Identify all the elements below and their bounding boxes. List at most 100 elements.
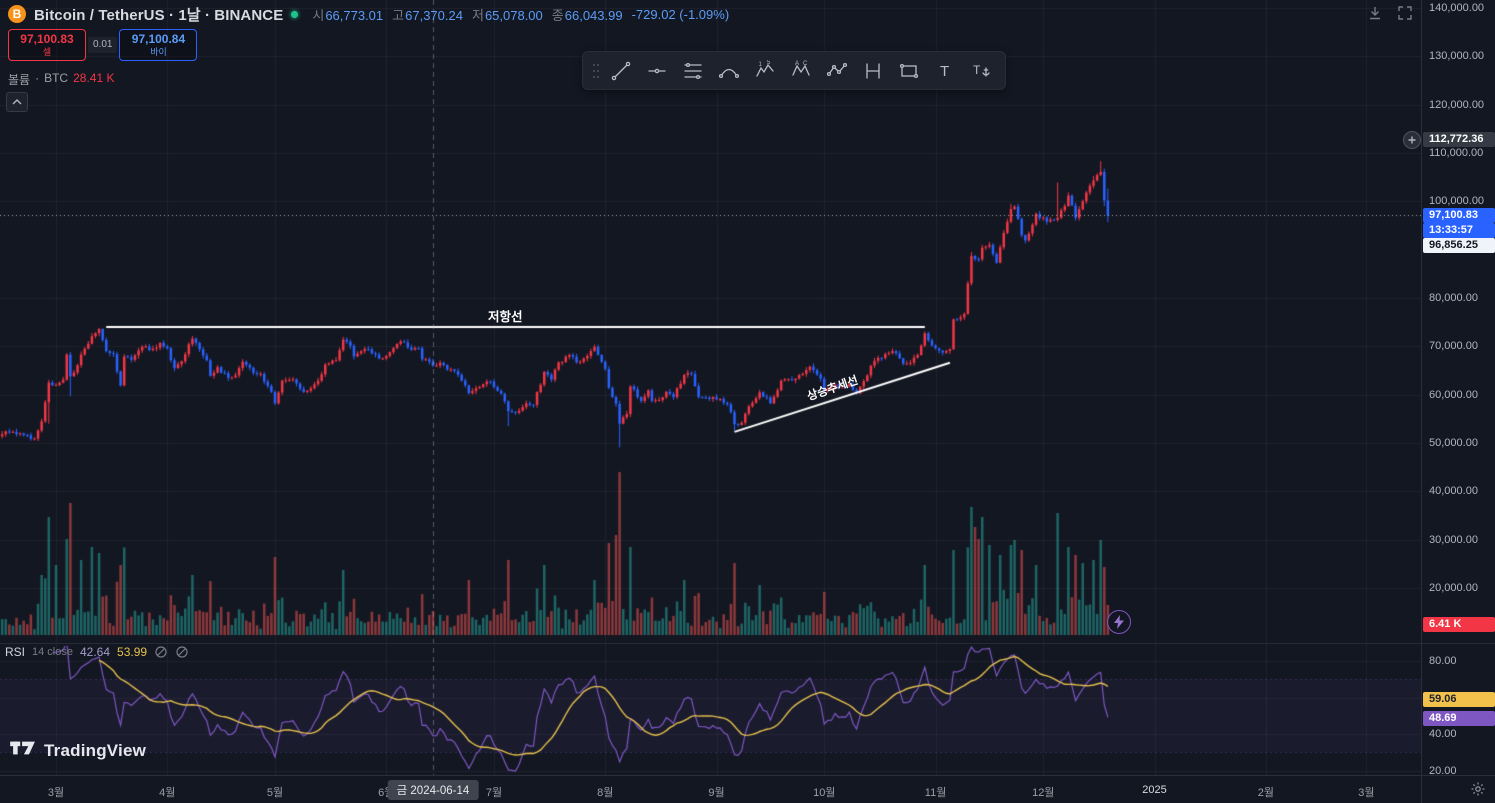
rsi-badge: 48.69 bbox=[1423, 710, 1495, 726]
close-value: 66,043.99 bbox=[564, 7, 623, 23]
rsi-value: 42.64 bbox=[80, 645, 111, 659]
buy-button[interactable]: 97,100.84 바이 bbox=[119, 29, 198, 61]
time-axis-label: 7월 bbox=[485, 787, 503, 799]
svg-text:5: 5 bbox=[767, 60, 771, 66]
price-axis-label: 40,000.00 bbox=[1429, 485, 1478, 498]
change-value: -729.02 (-1.09%) bbox=[631, 6, 730, 22]
price-axis-label: 20,000.00 bbox=[1429, 582, 1478, 594]
axis-corner bbox=[1421, 775, 1495, 803]
rsi-hide-icon[interactable] bbox=[154, 645, 168, 659]
price-axis-label: 140,000.00 bbox=[1429, 2, 1485, 14]
crosshair-date-badge: 금 2024-06-14 bbox=[387, 780, 479, 800]
rsi-axis-label: 40.00 bbox=[1429, 728, 1457, 740]
maximize-icon[interactable] bbox=[1394, 2, 1416, 24]
volume-title: 볼륨 bbox=[8, 73, 31, 87]
sell-label: 셀 bbox=[42, 46, 52, 57]
close-label: 종 bbox=[551, 7, 564, 23]
chart-header: B Bitcoin / TetherUS · 1날 · BINANCE 시66,… bbox=[8, 4, 729, 24]
pane-separator[interactable] bbox=[0, 643, 1495, 644]
countdown-badge: 13:33:57 bbox=[1423, 222, 1495, 238]
volume-value: 28.41 K bbox=[73, 71, 115, 85]
zigzag-icon[interactable] bbox=[819, 56, 855, 86]
price-axis[interactable]: 140,000.00 130,000.00 120,000.00 110,000.00… bbox=[1403, 0, 1495, 777]
price-axis-label: 30,000.00 bbox=[1429, 533, 1478, 546]
svg-text:T: T bbox=[940, 63, 949, 80]
time-axis-label: 10월 bbox=[813, 787, 836, 799]
rsi-params: 14 close bbox=[32, 646, 73, 658]
rsi-ma-value: 53.99 bbox=[117, 645, 148, 659]
time-axis-label: 12월 bbox=[1032, 787, 1055, 799]
high-label: 고 bbox=[392, 7, 405, 23]
text-icon[interactable]: T bbox=[927, 56, 963, 86]
low-label: 저 bbox=[471, 7, 484, 23]
date-range-icon[interactable] bbox=[855, 56, 891, 86]
time-axis-label: 11월 bbox=[924, 787, 947, 799]
time-axis-label: 3월 bbox=[47, 787, 65, 799]
time-axis-label: 4월 bbox=[159, 787, 176, 799]
rsi-axis-label: 20.00 bbox=[1429, 764, 1457, 777]
collapse-legend-button[interactable] bbox=[6, 92, 28, 112]
rsi-title[interactable]: RSI bbox=[5, 645, 26, 659]
toolbar-drag-handle[interactable] bbox=[589, 59, 603, 83]
price-axis-label: 60,000.00 bbox=[1429, 388, 1478, 401]
chart-canvas[interactable] bbox=[0, 0, 1421, 775]
crosshair-price-badge: 96,856.25 bbox=[1423, 237, 1495, 253]
rsi-ma-badge: 59.06 bbox=[1423, 691, 1495, 707]
volume-symbol: BTC bbox=[44, 71, 69, 85]
low-value: 65,078.00 bbox=[484, 7, 543, 23]
time-axis-label: 9월 bbox=[708, 787, 725, 799]
symbol-title[interactable]: Bitcoin / TetherUS · 1날 · BINANCE bbox=[34, 6, 284, 24]
download-icon[interactable] bbox=[1364, 2, 1386, 24]
rsi-settings-icon[interactable] bbox=[175, 645, 189, 659]
svg-text:A: A bbox=[795, 60, 799, 66]
market-open-dot-icon bbox=[291, 10, 299, 18]
price-axis-label: 50,000.00 bbox=[1429, 437, 1478, 449]
time-axis-label: 2월 bbox=[1257, 787, 1274, 799]
add-alert-plus-icon[interactable] bbox=[1403, 131, 1421, 150]
resistance-line-label[interactable]: 저항선 bbox=[488, 310, 523, 324]
gear-icon[interactable] bbox=[1470, 781, 1488, 799]
tradingview-logo-text: TradingView bbox=[44, 740, 147, 760]
price-axis-label: 110,000.00 bbox=[1429, 147, 1484, 159]
svg-text:1: 1 bbox=[759, 62, 763, 68]
sell-button[interactable]: 97,100.83 셀 bbox=[8, 29, 86, 61]
price-axis-label: 130,000.00 bbox=[1429, 50, 1485, 63]
horizontal-line-icon[interactable] bbox=[639, 56, 675, 86]
price-axis-label: 70,000.00 bbox=[1429, 340, 1478, 353]
rsi-legend: RSI 14 close 42.64 53.99 bbox=[5, 645, 189, 659]
tradingview-logo[interactable]: TradingView bbox=[10, 737, 146, 764]
time-axis[interactable]: 금 2024-06-14 3월 4월 5월 6월 7월 8월 9월 10월 11월 12월 2025… bbox=[0, 775, 1421, 803]
current-price-badge: 97,100.83 bbox=[1423, 207, 1495, 223]
anchored-text-icon[interactable]: T bbox=[963, 56, 999, 86]
high-value: 67,370.24 bbox=[405, 7, 463, 23]
ohlc-values: 시66,773.01 고67,370.24 저65,078.00 종66,043… bbox=[312, 5, 729, 24]
tradingview-mark-icon bbox=[10, 737, 36, 764]
fib-retracement-icon[interactable] bbox=[675, 56, 711, 86]
alert-price-badge: 112,772.36 bbox=[1423, 132, 1495, 148]
curve-icon[interactable] bbox=[711, 56, 747, 86]
quick-trade-lightning-icon[interactable] bbox=[1107, 610, 1131, 634]
volume-dot: · bbox=[35, 71, 40, 85]
time-axis-label: 8월 bbox=[597, 787, 614, 799]
drag-dots-icon bbox=[593, 63, 599, 78]
trend-line-icon[interactable] bbox=[603, 56, 639, 86]
open-value: 66,773.01 bbox=[325, 7, 384, 23]
sell-price: 97,100.83 bbox=[20, 31, 74, 46]
open-label: 시 bbox=[312, 7, 325, 23]
time-axis-label: 2025 bbox=[1142, 784, 1167, 796]
svg-text:T: T bbox=[973, 63, 981, 77]
spread-value: 0.01 bbox=[88, 37, 118, 53]
volume-badge: 6.41 K bbox=[1423, 617, 1495, 632]
price-axis-label: 100,000.00 bbox=[1429, 195, 1485, 208]
svg-text:C: C bbox=[803, 60, 808, 66]
rsi-axis-label: 80.00 bbox=[1429, 655, 1457, 667]
rectangle-icon[interactable] bbox=[891, 56, 927, 86]
buy-label: 바이 bbox=[150, 46, 167, 57]
chart-corner-actions bbox=[1364, 2, 1416, 24]
price-axis-label: 120,000.00 bbox=[1429, 98, 1485, 111]
trade-widget: 97,100.83 셀 0.01 97,100.84 바이 bbox=[8, 29, 198, 61]
